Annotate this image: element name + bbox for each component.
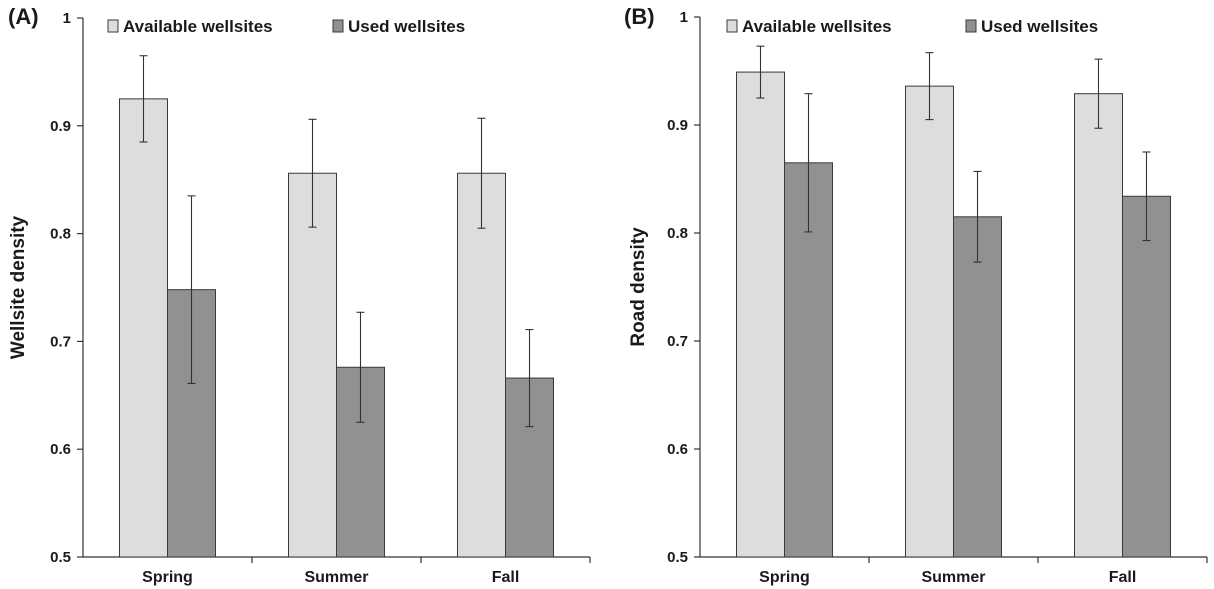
x-tick-label: Summer	[304, 569, 368, 586]
x-tick-label: Spring	[759, 569, 810, 586]
x-tick-label: Fall	[492, 569, 520, 586]
panel-label: (A)	[8, 4, 39, 29]
y-tick-label: 0.7	[667, 333, 688, 350]
bar-available-wellsites	[1074, 93, 1123, 558]
panel-label: (B)	[624, 4, 655, 29]
y-tick-label: 0.7	[50, 333, 71, 350]
y-tick-label: 0.9	[50, 118, 71, 135]
bar-available-wellsites	[736, 71, 785, 558]
y-tick-label: 1	[680, 9, 688, 26]
bar-available-wellsites	[905, 85, 954, 558]
legend-label: Available wellsites	[742, 17, 892, 36]
y-axis-title: Road density	[628, 227, 649, 347]
y-tick-label: 0.8	[667, 225, 688, 242]
y-tick-label: 0.5	[667, 549, 688, 566]
legend-swatch	[332, 19, 344, 33]
bar-used-wellsites	[1122, 195, 1171, 558]
bar-available-wellsites	[288, 172, 337, 558]
bar-available-wellsites	[457, 172, 506, 558]
legend-swatch	[107, 19, 119, 33]
legend-label: Used wellsites	[348, 17, 465, 36]
y-tick-label: 0.6	[667, 441, 688, 458]
bar-used-wellsites	[953, 216, 1002, 558]
x-tick-label: Fall	[1109, 569, 1137, 586]
legend-swatch	[965, 19, 977, 33]
bar-available-wellsites	[119, 98, 168, 558]
y-tick-label: 1	[63, 10, 71, 27]
y-axis-title: Wellsite density	[8, 215, 29, 359]
legend-swatch	[726, 19, 738, 33]
x-tick-label: Spring	[142, 569, 193, 586]
y-tick-label: 0.8	[50, 226, 71, 243]
legend-label: Available wellsites	[123, 17, 273, 36]
legend-label: Used wellsites	[981, 17, 1098, 36]
y-tick-label: 0.6	[50, 441, 71, 458]
y-tick-label: 0.5	[50, 549, 71, 566]
x-tick-label: Summer	[921, 569, 985, 586]
y-tick-label: 0.9	[667, 117, 688, 134]
bar-used-wellsites	[505, 377, 554, 558]
